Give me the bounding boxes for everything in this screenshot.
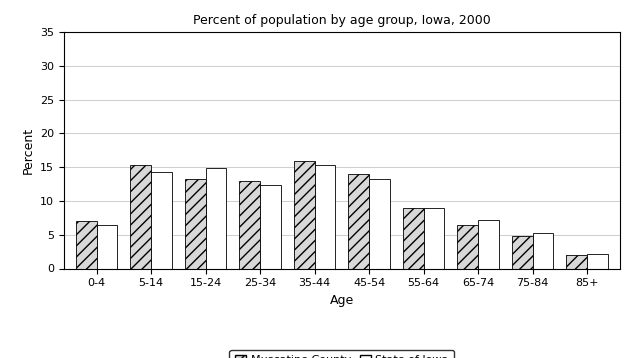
Bar: [314, 165, 335, 268]
Bar: [96, 225, 118, 268]
Bar: [424, 208, 444, 268]
Bar: [240, 181, 260, 268]
Bar: [512, 236, 533, 268]
Bar: [76, 221, 96, 268]
Legend: Muscatine County, State of Iowa: Muscatine County, State of Iowa: [229, 350, 454, 358]
Bar: [458, 224, 478, 268]
Bar: [294, 161, 314, 268]
Bar: [478, 220, 499, 268]
Bar: [369, 179, 390, 268]
Bar: [130, 165, 151, 268]
X-axis label: Age: Age: [330, 294, 354, 307]
Bar: [151, 172, 172, 268]
Bar: [260, 185, 281, 268]
Y-axis label: Percent: Percent: [22, 127, 35, 174]
Bar: [533, 233, 553, 268]
Bar: [206, 168, 226, 268]
Bar: [185, 179, 206, 268]
Title: Percent of population by age group, Iowa, 2000: Percent of population by age group, Iowa…: [193, 14, 491, 27]
Bar: [587, 254, 608, 268]
Bar: [566, 255, 587, 268]
Bar: [348, 174, 369, 268]
Bar: [403, 208, 424, 268]
